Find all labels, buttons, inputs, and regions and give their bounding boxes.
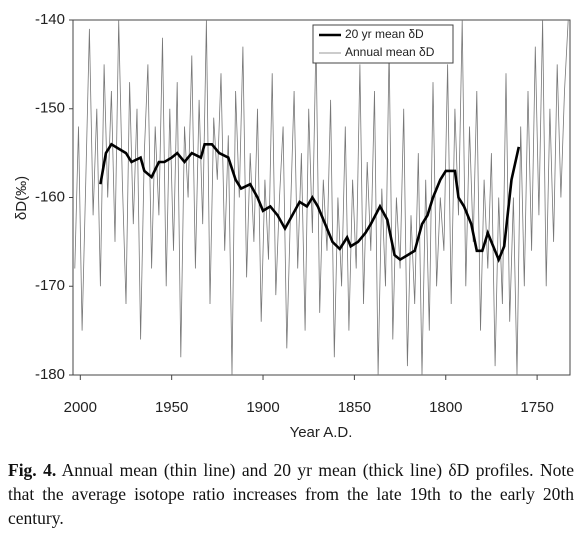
y-axis-label: δD(‰) [13,176,30,220]
x-tick-label: 1950 [155,399,188,416]
caption-text: Annual mean (thin line) and 20 yr mean (… [8,460,574,528]
y-tick-label: -140 [35,11,65,28]
caption: Fig. 4. Annual mean (thin line) and 20 y… [8,458,574,530]
x-tick-label: 1900 [246,399,279,416]
y-tick-label: -160 [35,188,65,205]
x-tick-label: 1750 [520,399,553,416]
legend-label: Annual mean δD [345,45,435,59]
y-tick-label: -180 [35,366,65,383]
x-tick-label: 2000 [64,399,97,416]
annual-line [74,20,569,375]
caption-label: Fig. 4. [8,460,57,480]
x-tick-label: 1850 [338,399,371,416]
x-axis-label: Year A.D. [290,424,353,441]
mean-line [99,142,521,264]
legend-box [312,24,454,64]
chart: δD(‰) Year A.D. -180 -170 -160 -150 -140 2000… [13,11,571,441]
y-tick-label: -170 [35,277,65,294]
x-tick-label: 1800 [429,399,462,416]
y-tick-label: -150 [35,100,65,117]
legend-label: 20 yr mean δD [345,27,424,41]
